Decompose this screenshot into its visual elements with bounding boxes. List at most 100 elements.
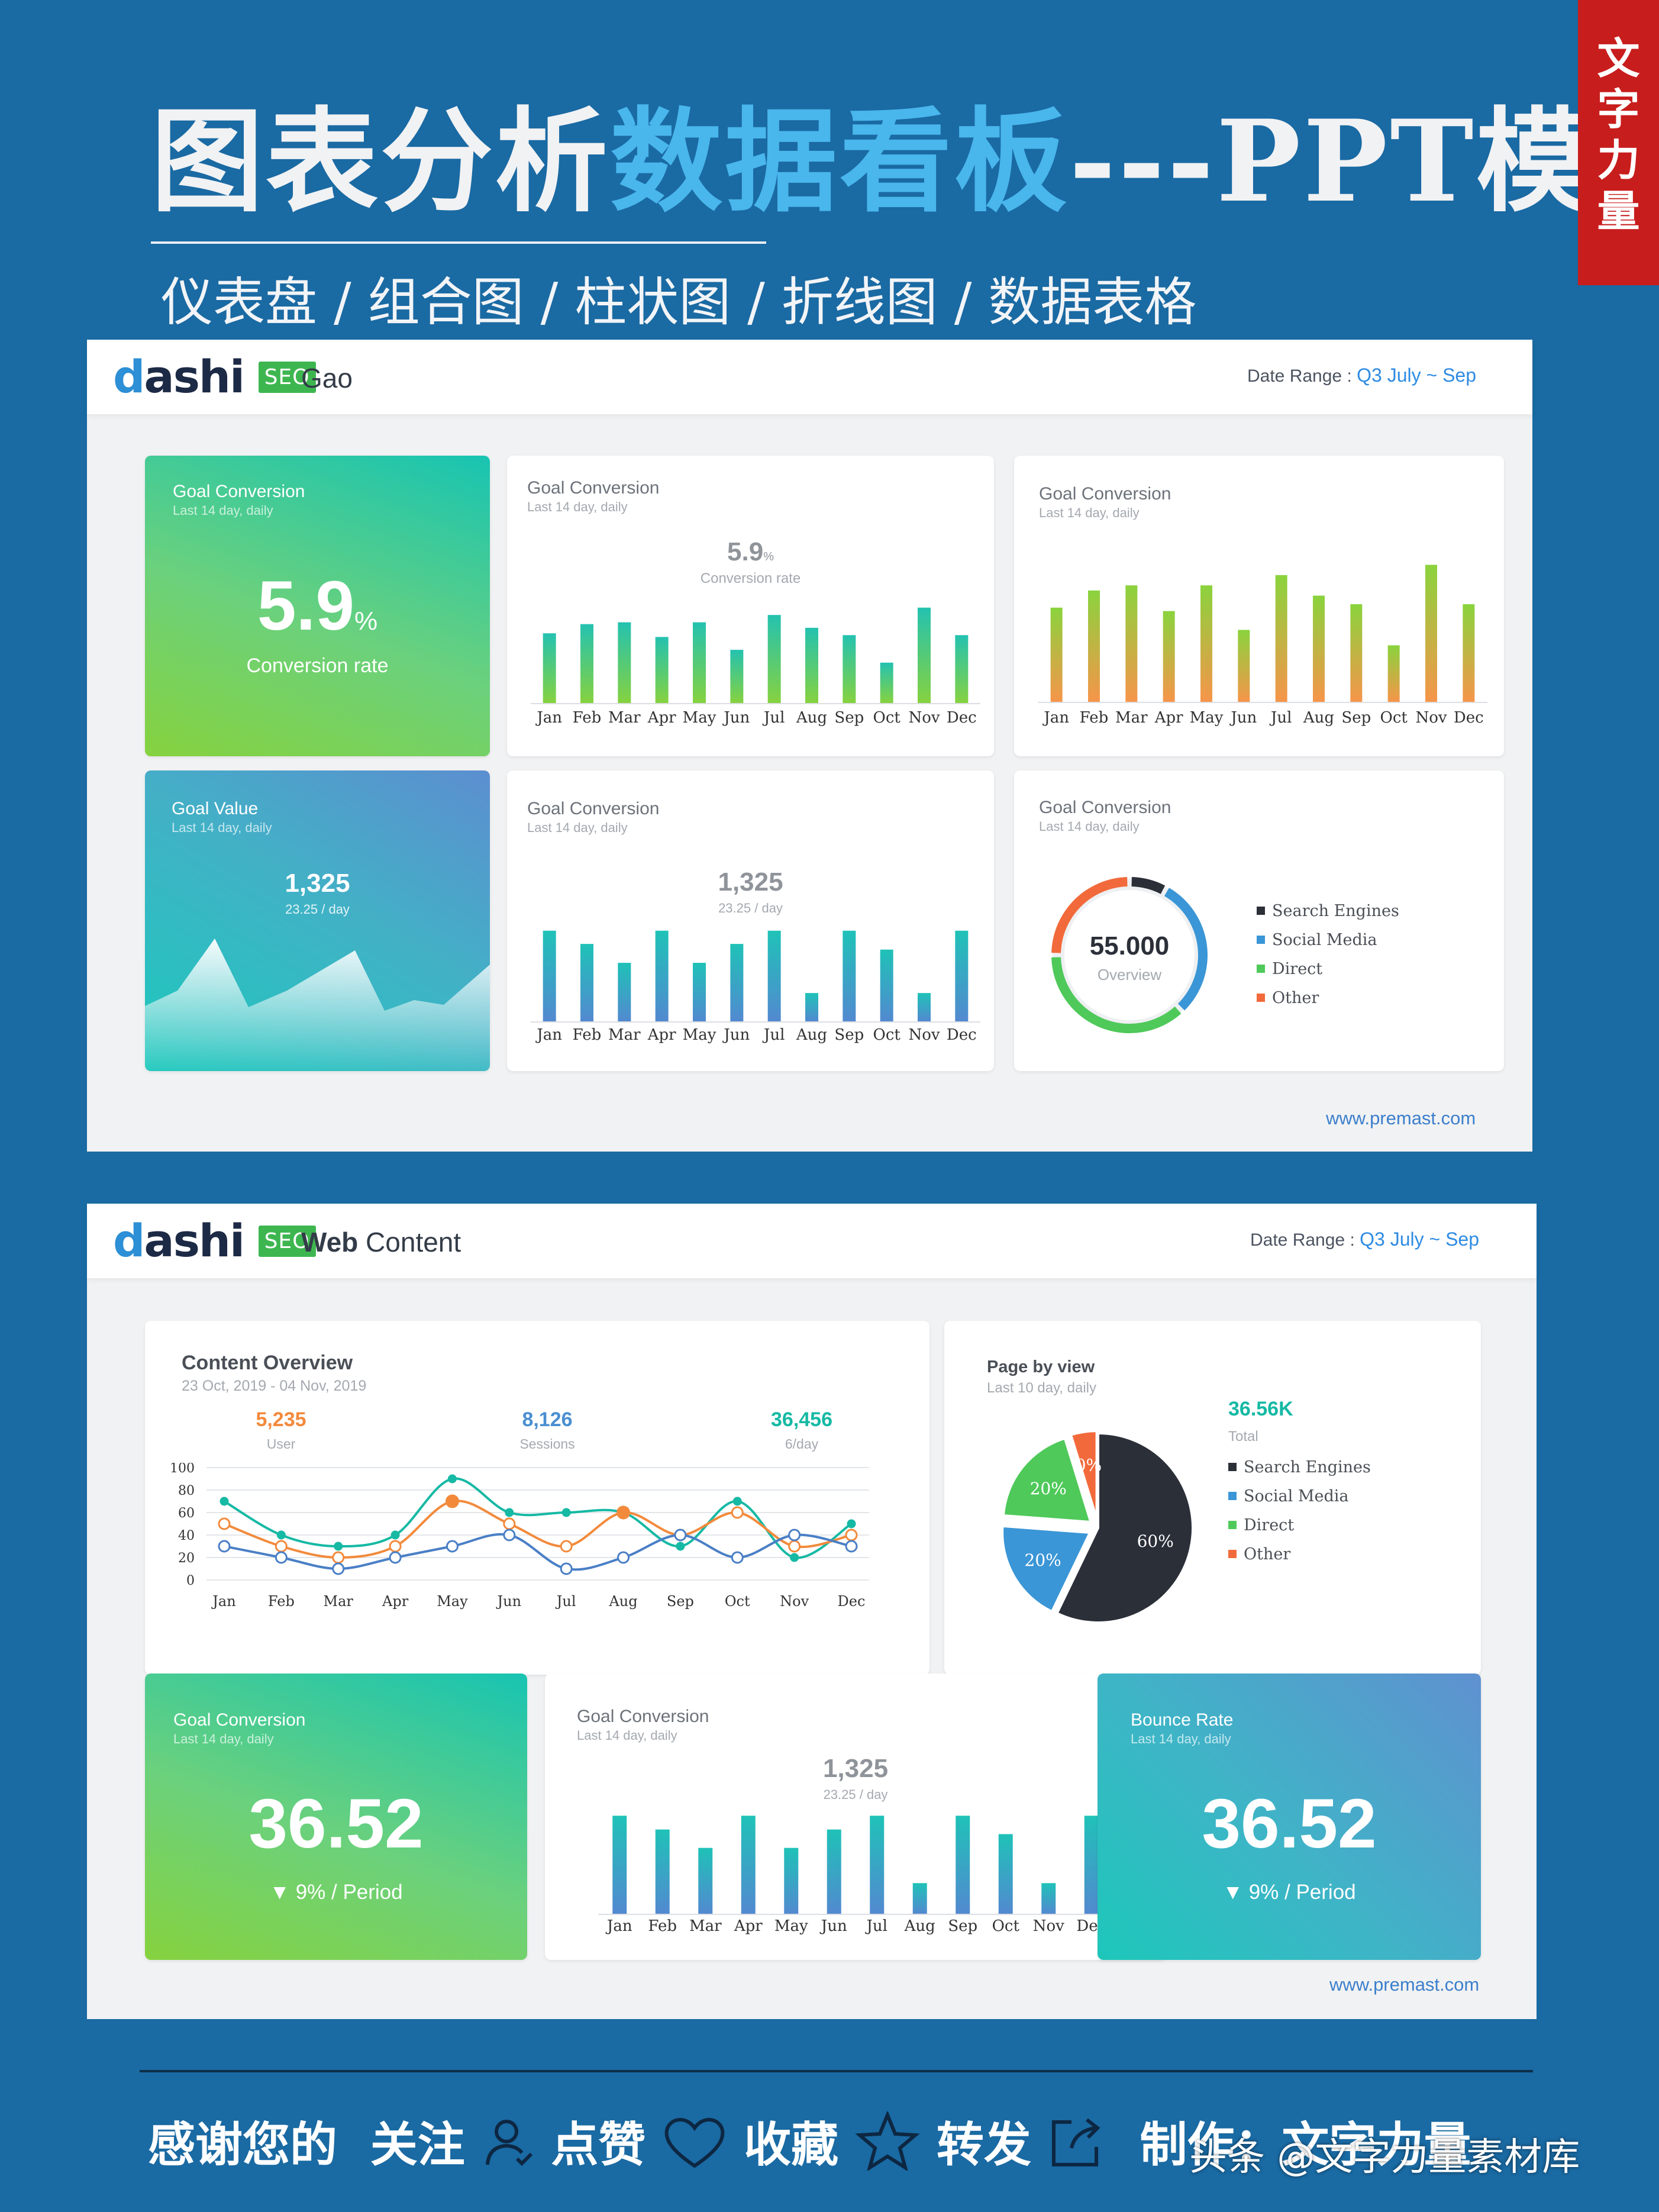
page-title: 图表分析数据看板---PPT模板 (151, 95, 1659, 227)
bounce-rate-card[interactable]: Bounce Rate Last 14 day, daily 36.52 ▼ 9… (1098, 1673, 1481, 1960)
overview-donut-card[interactable]: Goal Conversion Last 14 day, daily 55.00… (1014, 770, 1504, 1071)
bar-nov (918, 993, 931, 1021)
card-subtitle: Last 14 day, daily (1131, 1731, 1231, 1746)
bar-chart-blue (598, 1816, 1113, 1915)
month-label: May (774, 1917, 808, 1935)
x-tick-label: Feb (268, 1593, 295, 1610)
month-label: Dec (946, 1026, 977, 1044)
bar-chart-orange (1038, 565, 1487, 703)
date-range[interactable]: Date Range : Q3 July ~ Sep (1250, 1228, 1480, 1250)
line-series-2 (224, 1500, 852, 1559)
page-by-view-card[interactable]: Page by view Last 10 day, daily 60% 20% 20… (944, 1321, 1481, 1675)
date-range[interactable]: Date Range : Q3 July ~ Sep (1247, 365, 1477, 386)
y-tick-label: 0 (186, 1573, 195, 1588)
page-subtitle: 仪表盘 / 组合图 / 柱状图 / 折线图 / 数据表格 (161, 272, 1197, 333)
month-label: Dec (946, 709, 977, 727)
bar-card-label: 23.25 / day (718, 901, 783, 915)
month-label: Aug (796, 709, 828, 727)
x-tick-label: Sep (667, 1593, 694, 1610)
goal-conversion-card[interactable]: Goal Conversion Last 14 day, daily 5.9% … (145, 456, 490, 756)
card-subtitle: Last 14 day, daily (172, 820, 272, 835)
legend-swatch (1228, 1463, 1237, 1471)
bar-apr (741, 1816, 756, 1914)
favorite-button[interactable]: 收藏 (744, 2110, 937, 2172)
line-point (276, 1530, 286, 1540)
month-label: Mar (1115, 709, 1148, 727)
bar-may (693, 963, 706, 1021)
bar-nov (1041, 1883, 1056, 1914)
line-point (788, 1540, 801, 1553)
x-tick-label: Apr (382, 1593, 409, 1610)
goal-value-card[interactable]: Goal Value Last 14 day, daily 1,325 23.2… (145, 770, 490, 1071)
pie-slice-label: 20% (1030, 1479, 1067, 1498)
month-label: Feb (648, 1917, 677, 1935)
panel-header: dashi SEO Web Content Date Range : Q3 Ju… (87, 1204, 1537, 1278)
content-overview-card[interactable]: Content Overview 23 Oct, 2019 - 04 Nov, … (145, 1321, 929, 1675)
bar-chart-blue (531, 930, 980, 1023)
bar-jun (827, 1829, 841, 1914)
website-link[interactable]: www.premast.com (1326, 1108, 1476, 1128)
bar-nov (1425, 565, 1437, 702)
legend-swatch (1228, 1550, 1237, 1558)
period-delta: ▼ 9% / Period (269, 1881, 403, 1904)
panel-name: Web Content (301, 1227, 461, 1257)
line-point (503, 1529, 516, 1542)
bar-jan (1050, 607, 1063, 702)
y-tick-label: 60 (178, 1506, 195, 1521)
x-tick-label: Mar (324, 1593, 354, 1610)
donut-slice-search-engines (1131, 877, 1166, 894)
pie-slice-label: 60% (1137, 1531, 1174, 1551)
bar-sep (843, 930, 856, 1021)
month-label: May (1189, 709, 1224, 727)
goal-conversion-card[interactable]: Goal Conversion Last 14 day, daily 36.52… (145, 1673, 527, 1960)
line-point (505, 1508, 514, 1517)
donut-center (1064, 890, 1195, 1020)
bar-dec (955, 930, 969, 1021)
card-subtitle: Last 10 day, daily (987, 1380, 1097, 1396)
follow-button[interactable]: 关注 (370, 2117, 551, 2172)
bar-card-label: 23.25 / day (823, 1787, 888, 1802)
goal-bar-card[interactable]: Goal Conversion Last 14 day, daily 1,325… (507, 770, 994, 1071)
legend-social-media: Social Media (1228, 1487, 1371, 1505)
goal-bar-card[interactable]: Goal Conversion Last 14 day, daily 1,325… (545, 1673, 1166, 1960)
stat-label: Sessions (519, 1436, 575, 1452)
line-point (275, 1551, 288, 1564)
card-title: Content Overview (182, 1352, 353, 1374)
month-label: Jul (866, 1917, 887, 1935)
bar-mar (1125, 585, 1138, 702)
dashboard-panel-gao: dashi SEO Gao Date Range : Q3 July ~ Sep… (87, 340, 1532, 1152)
website-link[interactable]: www.premast.com (1329, 1974, 1480, 1995)
pie-legend: Search Engines Social Media Direct Other (1228, 1458, 1371, 1563)
pie-slice-social-media (1001, 1524, 1092, 1614)
conversion-label: Conversion rate (246, 654, 389, 677)
line-point (847, 1519, 856, 1529)
month-label: Oct (873, 709, 900, 727)
month-label: Sep (834, 1026, 864, 1044)
line-point (446, 1540, 459, 1553)
like-button[interactable]: 点赞 (551, 2117, 744, 2172)
month-label: Jul (1270, 709, 1292, 727)
bar-oct (880, 662, 893, 703)
bar-card-value: 1,325 (822, 1754, 889, 1783)
month-label: Jan (537, 709, 562, 727)
card-subtitle: Last 14 day, daily (173, 503, 273, 518)
legend-swatch (1257, 907, 1265, 915)
month-label: Aug (1303, 709, 1335, 727)
donut-value: 55.000 (1089, 931, 1170, 960)
stat-value: 8,126 (522, 1408, 573, 1431)
bar-mar (698, 1847, 713, 1914)
orange-bar-card[interactable]: Goal Conversion Last 14 day, daily Jan Fe… (1014, 456, 1504, 756)
month-label: Apr (1154, 709, 1183, 727)
month-label: Sep (834, 709, 864, 727)
goal-value: 1,325 (285, 869, 350, 898)
line-point (732, 1497, 742, 1506)
pie-chart: 60% 20% 20% 0% (1001, 1430, 1194, 1624)
month-label: Aug (796, 1026, 828, 1044)
goal-value: 36.52 (248, 1785, 424, 1863)
conversion-bar-card[interactable]: Goal Conversion Last 14 day, daily 5.9% … (507, 456, 994, 756)
bar-mar (618, 963, 631, 1021)
month-label: Jan (1044, 709, 1069, 727)
donut-slice-other (1051, 877, 1128, 953)
legend-direct: Direct (1257, 960, 1399, 978)
share-button[interactable]: 转发 (937, 2117, 1124, 2172)
